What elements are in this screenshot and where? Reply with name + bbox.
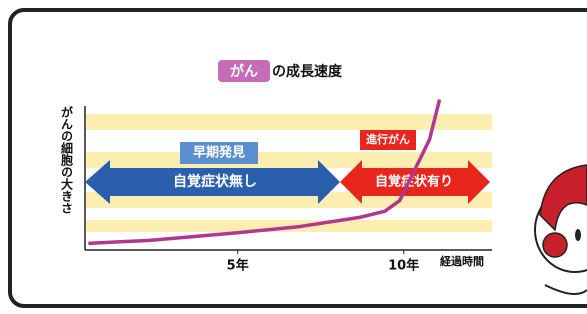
y-axis-label: がんの細胞の大きさ xyxy=(60,105,74,214)
no-symptoms-label: 自覚症状無し xyxy=(173,173,257,190)
symptoms-label: 自覚症状有り xyxy=(375,174,453,190)
x-tick-label: 10年 xyxy=(388,258,419,274)
advanced-label: 進行がん xyxy=(366,132,410,146)
chart: がん の成長速度 がんの細胞の大きさ 経過時間 自覚症状無し 早期発見 自覚症状… xyxy=(0,0,587,314)
x-tick-label: 5年 xyxy=(227,258,249,274)
x-axis-label: 経過時間 xyxy=(440,254,484,268)
chart-title: の成長速度 xyxy=(272,63,343,80)
early-detection-label: 早期発見 xyxy=(193,145,245,161)
title-highlight: がん xyxy=(230,63,258,80)
